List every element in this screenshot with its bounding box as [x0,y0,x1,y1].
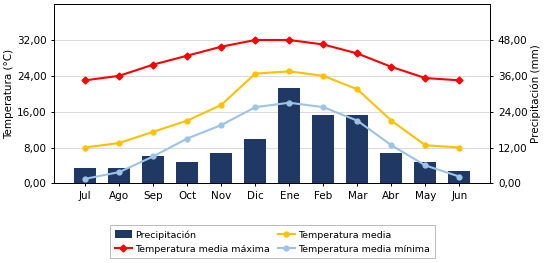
Temperatura media mínima [354,119,361,122]
Bar [244,139,267,183]
Temperatura media [116,141,123,145]
Bar [210,154,232,183]
Y-axis label: Temperatura (°C): Temperatura (°C) [4,49,14,139]
Bar [380,154,402,183]
Bar [414,163,437,183]
Line: Temperatura media mínima: Temperatura media mínima [83,100,462,181]
Temperatura media mínima [218,124,225,127]
Temperatura media máxima [320,43,326,46]
Temperatura media [354,88,361,91]
Bar [142,156,164,183]
Temperatura media máxima [116,74,123,77]
Bar [346,115,368,183]
Temperatura media máxima [184,54,190,57]
Temperatura media mínima [252,106,258,109]
Temperatura media [82,146,88,149]
Temperatura media [422,144,429,147]
Bar [74,168,96,183]
Temperatura media mínima [150,155,156,158]
Temperatura media mínima [320,106,326,109]
Temperatura media máxima [422,77,429,80]
Temperatura media mínima [286,101,293,104]
Bar [176,163,198,183]
Temperatura media [218,103,225,107]
Temperatura media máxima [354,52,361,55]
Temperatura media [320,74,326,77]
Temperatura media [456,146,463,149]
Legend: Precipitación, Temperatura media máxima, Temperatura media, Temperatura media mí: Precipitación, Temperatura media máxima,… [110,225,435,258]
Y-axis label: Precipitación (mm): Precipitación (mm) [530,44,541,143]
Line: Temperatura media máxima: Temperatura media máxima [83,38,462,83]
Temperatura media máxima [150,63,156,66]
Temperatura media mínima [116,171,123,174]
Temperatura media mínima [388,144,395,147]
Bar [312,115,334,183]
Temperatura media máxima [286,38,293,42]
Temperatura media máxima [218,45,225,48]
Bar [108,168,130,183]
Temperatura media [388,119,395,122]
Temperatura media [286,70,293,73]
Bar [449,171,470,183]
Temperatura media [150,130,156,133]
Temperatura media mínima [82,177,88,180]
Temperatura media mínima [422,164,429,167]
Line: Temperatura media: Temperatura media [83,69,462,150]
Temperatura media mínima [456,175,463,178]
Temperatura media mínima [184,137,190,140]
Temperatura media máxima [252,38,258,42]
Temperatura media [252,72,258,75]
Temperatura media máxima [456,79,463,82]
Bar [278,88,300,183]
Temperatura media [184,119,190,122]
Temperatura media máxima [388,65,395,68]
Temperatura media máxima [82,79,88,82]
